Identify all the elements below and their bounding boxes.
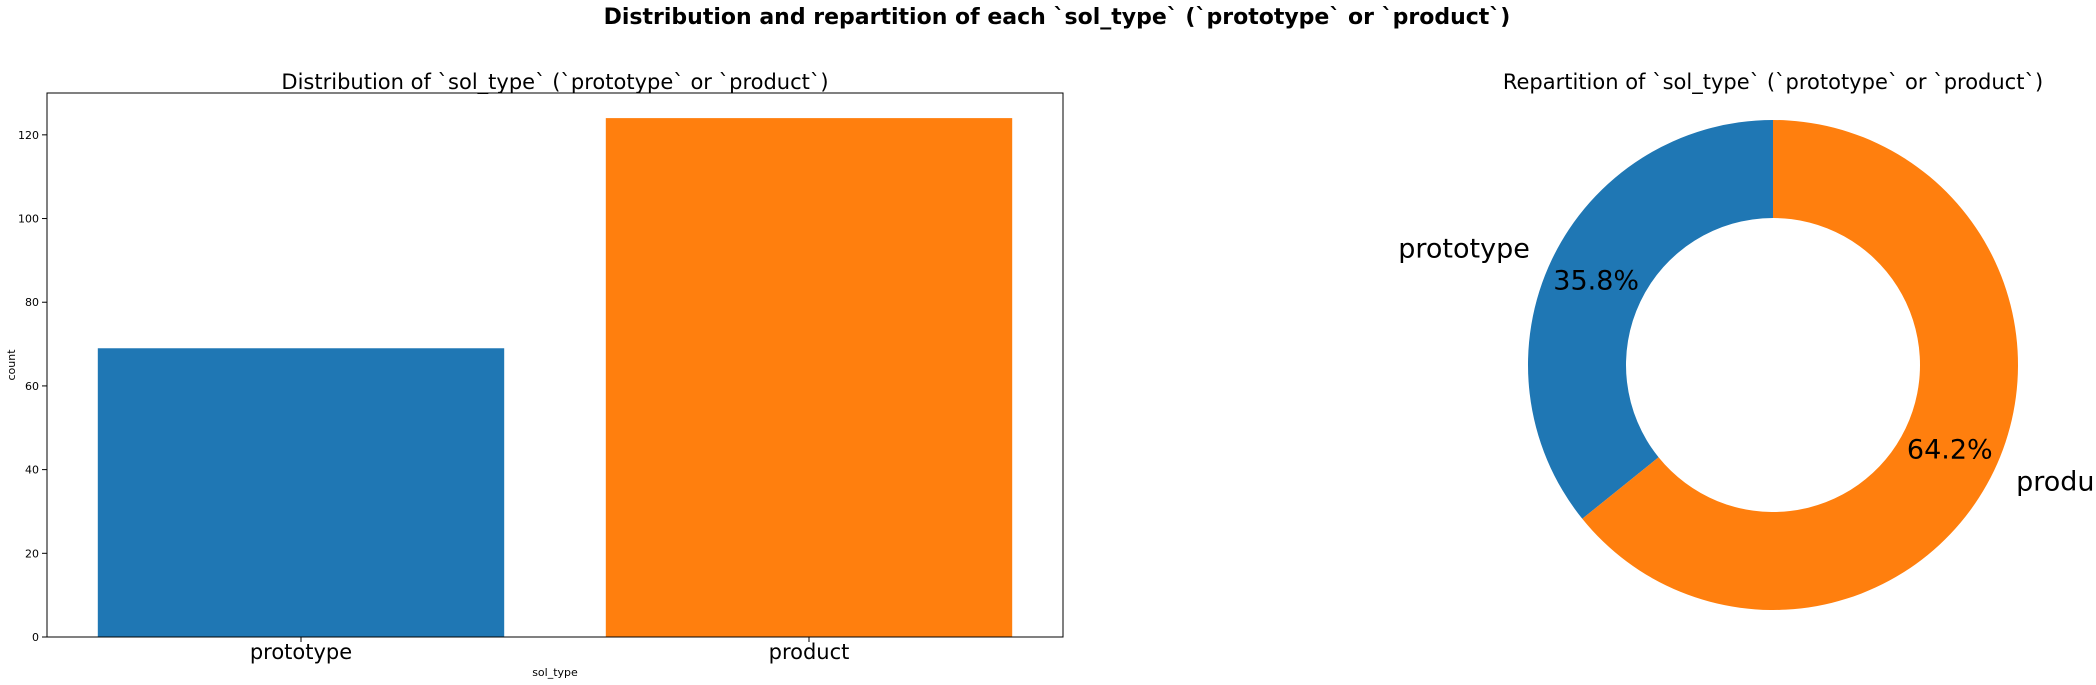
donut-wedge-product — [1582, 120, 2018, 610]
bar-y-axis-label: count — [5, 349, 18, 381]
bar-axes-frame — [46, 92, 1064, 638]
donut-wedges — [1528, 120, 2018, 610]
donut-percent-product: 64.2% — [1907, 435, 1993, 466]
bar-x-tick-label-prototype: prototype — [250, 640, 352, 664]
bar-y-tick-label: 40 — [25, 464, 39, 477]
bar-y-tick-label: 120 — [18, 129, 39, 142]
donut-label-prototype: prototype — [1398, 234, 1530, 265]
bar-y-ticks: 0 20 40 60 80 100 120 — [18, 129, 47, 644]
bar-chart: Distribution of `sol_type` (`prototype` … — [5, 70, 1064, 679]
donut-labels: prototype 35.8% product 64.2% — [1398, 234, 2096, 498]
bar-y-tick-label: 60 — [25, 380, 39, 393]
bar-bars — [97, 118, 1013, 638]
bar-prototype — [97, 348, 505, 637]
donut-percent-prototype: 35.8% — [1553, 265, 1639, 296]
bar-x-ticks: prototype product — [250, 637, 850, 664]
bar-y-tick-label: 20 — [25, 547, 39, 560]
donut-wedge-prototype — [1528, 120, 1773, 519]
bar-x-tick-label-product: product — [769, 640, 850, 664]
bar-y-tick-label: 80 — [25, 296, 39, 309]
bar-x-axis-label: sol_type — [532, 666, 578, 679]
bar-y-tick-label: 0 — [32, 631, 39, 644]
bar-chart-title: Distribution of `sol_type` (`prototype` … — [281, 70, 828, 95]
bar-y-tick-label: 100 — [18, 213, 39, 226]
donut-chart-title: Repartition of `sol_type` (`prototype` o… — [1503, 70, 2043, 95]
donut-chart: Repartition of `sol_type` (`prototype` o… — [1398, 70, 2096, 610]
figure-suptitle: Distribution and repartition of each `so… — [604, 5, 1511, 30]
donut-label-product: product — [2016, 466, 2096, 497]
bar-product — [605, 118, 1013, 638]
